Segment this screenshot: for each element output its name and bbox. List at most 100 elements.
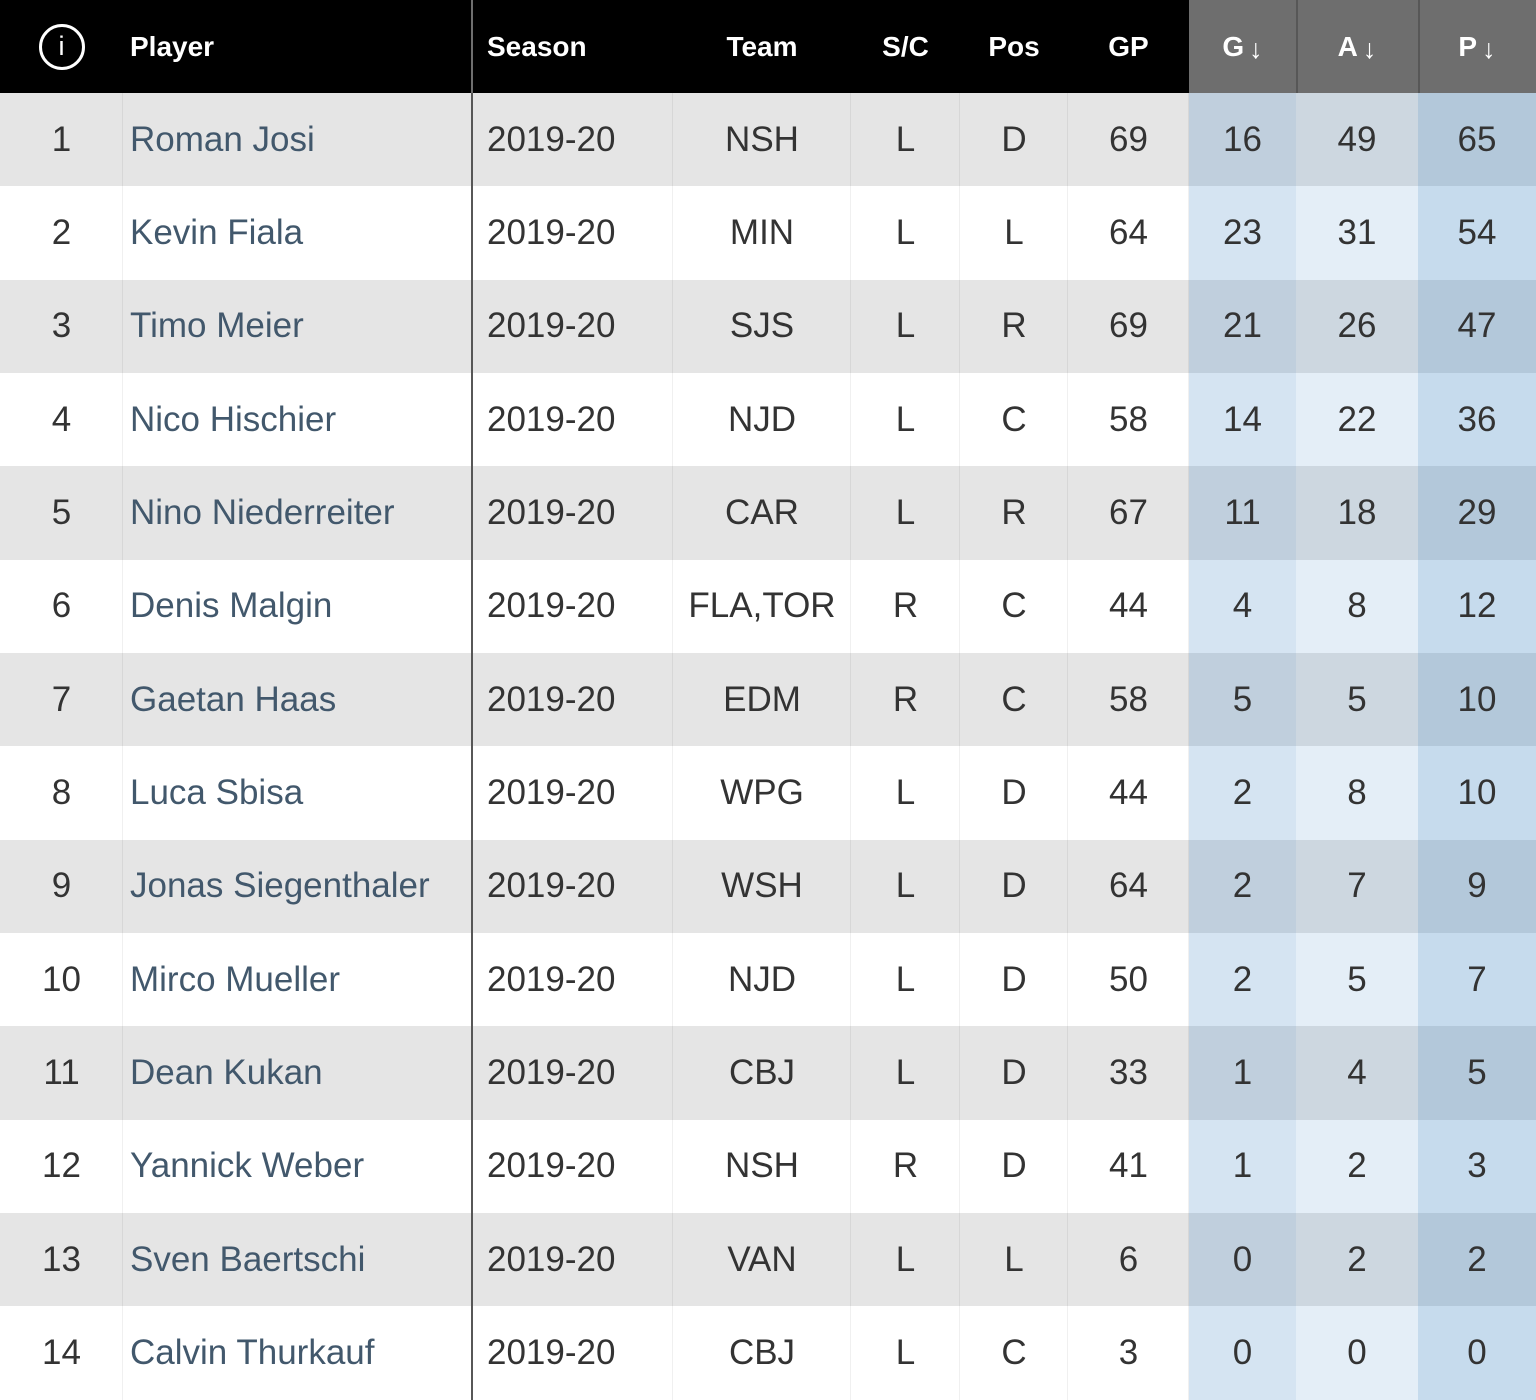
player-link-cell[interactable]: Roman Josi [123, 93, 473, 186]
cell-team: CBJ [673, 1026, 851, 1119]
player-link-cell[interactable]: Nico Hischier [123, 373, 473, 466]
cell-p: 54 [1418, 186, 1536, 280]
player-link-cell[interactable]: Kevin Fiala [123, 186, 473, 279]
column-header-goals-label: G [1222, 30, 1245, 62]
player-link-cell[interactable]: Luca Sbisa [123, 746, 473, 839]
cell-rank: 14 [0, 1306, 123, 1399]
cell-team: EDM [673, 653, 851, 746]
cell-a: 2 [1296, 1213, 1418, 1307]
table-row: 9 Jonas Siegenthaler 2019-20 WSH L D 64 2 7 9 [0, 839, 1536, 934]
cell-gp: 41 [1068, 1120, 1189, 1213]
cell-p: 2 [1418, 1213, 1536, 1307]
column-header-season[interactable]: Season [487, 30, 587, 62]
cell-p: 10 [1418, 653, 1536, 747]
cell-season: 2019-20 [473, 280, 673, 373]
table-row: 7 Gaetan Haas 2019-20 EDM R C 58 5 5 10 [0, 653, 1536, 747]
column-header-position[interactable]: Pos [988, 30, 1040, 62]
cell-season: 2019-20 [473, 840, 673, 933]
cell-pos: C [960, 1306, 1068, 1399]
cell-gp: 69 [1068, 280, 1189, 373]
cell-team: VAN [673, 1213, 851, 1306]
cell-p: 7 [1418, 933, 1536, 1027]
cell-g: 5 [1189, 653, 1296, 747]
cell-gp: 58 [1068, 373, 1189, 466]
cell-p: 9 [1418, 839, 1536, 934]
player-link-cell[interactable]: Denis Malgin [123, 560, 473, 653]
player-link-cell[interactable]: Yannick Weber [123, 1120, 473, 1213]
cell-team: NJD [673, 373, 851, 466]
table-row: 6 Denis Malgin 2019-20 FLA,TOR R C 44 4 8 12 [0, 559, 1536, 654]
column-header-assists[interactable]: A ↓ [1296, 0, 1418, 93]
cell-p: 3 [1418, 1119, 1536, 1214]
cell-team: CBJ [673, 1306, 851, 1399]
player-link-cell[interactable]: Calvin Thurkauf [123, 1306, 473, 1399]
cell-rank: 3 [0, 280, 123, 373]
cell-gp: 58 [1068, 653, 1189, 746]
player-link-cell[interactable]: Nino Niederreiter [123, 466, 473, 559]
cell-pos: D [960, 840, 1068, 933]
cell-pos: D [960, 1026, 1068, 1119]
cell-pos: C [960, 560, 1068, 653]
cell-a: 5 [1296, 933, 1418, 1027]
cell-season: 2019-20 [473, 1026, 673, 1119]
cell-rank: 8 [0, 746, 123, 839]
column-header-goals[interactable]: G ↓ [1189, 0, 1296, 93]
cell-a: 4 [1296, 1026, 1418, 1120]
cell-pos: D [960, 746, 1068, 839]
cell-gp: 64 [1068, 840, 1189, 933]
cell-team: FLA,TOR [673, 560, 851, 653]
column-header-games-played[interactable]: GP [1108, 30, 1149, 62]
cell-a: 31 [1296, 186, 1418, 280]
table-row: 3 Timo Meier 2019-20 SJS L R 69 21 26 47 [0, 279, 1536, 374]
cell-p: 5 [1418, 1026, 1536, 1120]
column-header-team[interactable]: Team [726, 30, 798, 62]
column-header-shoots-catches[interactable]: S/C [882, 30, 929, 62]
cell-shoots: L [851, 840, 960, 933]
column-header-points[interactable]: P ↓ [1418, 0, 1536, 93]
cell-pos: C [960, 373, 1068, 466]
cell-rank: 2 [0, 186, 123, 279]
column-header-player[interactable]: Player [123, 0, 473, 93]
player-link-cell[interactable]: Sven Baertschi [123, 1213, 473, 1306]
cell-shoots: L [851, 1213, 960, 1306]
player-link-cell[interactable]: Jonas Siegenthaler [123, 840, 473, 933]
cell-season: 2019-20 [473, 560, 673, 653]
cell-rank: 13 [0, 1213, 123, 1306]
cell-a: 18 [1296, 466, 1418, 560]
cell-team: WSH [673, 840, 851, 933]
cell-season: 2019-20 [473, 186, 673, 279]
cell-a: 2 [1296, 1119, 1418, 1214]
player-link-cell[interactable]: Gaetan Haas [123, 653, 473, 746]
cell-gp: 33 [1068, 1026, 1189, 1119]
cell-a: 22 [1296, 373, 1418, 467]
cell-pos: D [960, 93, 1068, 186]
cell-shoots: L [851, 93, 960, 186]
cell-p: 47 [1418, 279, 1536, 374]
cell-rank: 4 [0, 373, 123, 466]
cell-gp: 50 [1068, 933, 1189, 1026]
player-link-cell[interactable]: Timo Meier [123, 280, 473, 373]
table-row: 12 Yannick Weber 2019-20 NSH R D 41 1 2 3 [0, 1119, 1536, 1214]
cell-g: 0 [1189, 1306, 1296, 1400]
cell-team: WPG [673, 746, 851, 839]
cell-shoots: L [851, 746, 960, 839]
player-link-cell[interactable]: Dean Kukan [123, 1026, 473, 1119]
cell-season: 2019-20 [473, 373, 673, 466]
cell-rank: 1 [0, 93, 123, 186]
cell-season: 2019-20 [473, 746, 673, 839]
sort-descending-arrow-icon: ↓ [1362, 34, 1377, 64]
player-link-cell[interactable]: Mirco Mueller [123, 933, 473, 1026]
table-body: 1 Roman Josi 2019-20 NSH L D 69 16 49 65 2 Kevin Fi… [0, 93, 1536, 1400]
cell-gp: 67 [1068, 466, 1189, 559]
cell-shoots: L [851, 933, 960, 1026]
cell-g: 1 [1189, 1026, 1296, 1120]
table-row: 11 Dean Kukan 2019-20 CBJ L D 33 1 4 5 [0, 1026, 1536, 1120]
cell-a: 8 [1296, 559, 1418, 654]
info-icon[interactable]: i [38, 23, 85, 70]
cell-shoots: R [851, 1120, 960, 1213]
cell-shoots: L [851, 1306, 960, 1399]
cell-gp: 6 [1068, 1213, 1189, 1306]
cell-shoots: L [851, 373, 960, 466]
cell-pos: L [960, 186, 1068, 279]
